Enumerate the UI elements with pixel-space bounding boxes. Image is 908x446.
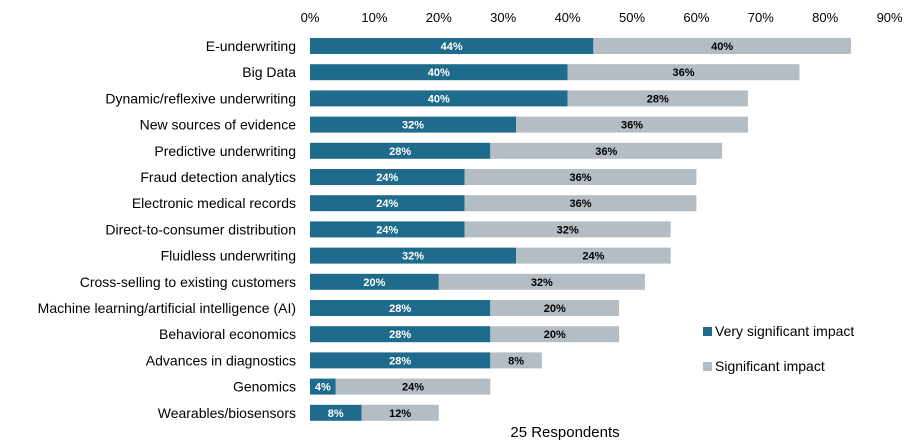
category-label: Big Data [242, 64, 296, 80]
legend-swatch [703, 362, 712, 371]
data-label: 32% [531, 277, 553, 289]
data-label: 8% [508, 355, 524, 367]
bar-significant [464, 195, 697, 212]
bar-significant [567, 90, 748, 107]
legend-swatch [703, 327, 712, 336]
category-label: Fluidless underwriting [161, 248, 296, 264]
category-label: Advances in diagnostics [146, 352, 296, 368]
category-label: Genomics [233, 379, 296, 395]
data-label: 36% [621, 120, 643, 132]
data-label: 28% [389, 146, 411, 158]
bar-very-significant [310, 273, 439, 290]
data-label: 24% [376, 224, 398, 236]
data-label: 40% [428, 67, 450, 79]
bar-very-significant [310, 300, 491, 316]
bar-significant [490, 300, 620, 316]
bar-very-significant [310, 221, 465, 238]
x-tick-label: 60% [683, 10, 709, 25]
bar-significant [361, 404, 439, 421]
category-label: E-underwriting [206, 38, 296, 54]
data-label: 40% [711, 41, 733, 53]
legend-label: Significant impact [715, 358, 825, 374]
x-tick-label: 10% [361, 10, 387, 25]
bar-very-significant [310, 378, 336, 395]
bar-significant [490, 326, 620, 343]
x-tick-label: 90% [877, 10, 903, 25]
bar-very-significant [310, 247, 517, 264]
x-tick-label: 80% [812, 10, 838, 25]
bar-very-significant [310, 195, 465, 212]
category-label: Fraud detection analytics [140, 169, 296, 185]
data-label: 12% [389, 408, 411, 420]
category-label: Electronic medical records [132, 195, 296, 211]
bar-very-significant [310, 169, 465, 185]
x-tick-label: 70% [748, 10, 774, 25]
x-tick-label: 20% [426, 10, 452, 25]
data-label: 28% [389, 329, 411, 341]
data-label: 36% [569, 172, 591, 184]
data-label: 24% [582, 251, 604, 263]
bar-significant [490, 142, 723, 159]
bar-very-significant [310, 352, 491, 369]
data-label: 24% [402, 382, 424, 394]
bar-significant [464, 169, 697, 185]
data-label: 28% [647, 93, 669, 105]
data-label: 40% [428, 93, 450, 105]
category-label: New sources of evidence [140, 117, 297, 133]
data-label: 20% [544, 329, 566, 341]
bar-very-significant [310, 326, 491, 343]
data-label: 36% [569, 198, 591, 210]
category-label: Wearables/biosensors [158, 405, 296, 421]
category-label: Machine learning/artificial intelligence… [38, 300, 296, 316]
category-label: Behavioral economics [159, 326, 296, 342]
data-label: 44% [441, 41, 463, 53]
data-label: 32% [402, 120, 424, 132]
data-label: 28% [389, 303, 411, 315]
data-labels: 44% 40% 40% 36% 40% 28% 32% 36% 28% 36% 24% 36% 24% 3… [315, 41, 733, 420]
legend-label: Very significant impact [715, 323, 854, 339]
data-label: 20% [363, 277, 385, 289]
data-label: 36% [595, 146, 617, 158]
x-tick-label: 30% [490, 10, 516, 25]
category-label: Dynamic/reflexive underwriting [105, 90, 296, 106]
data-label: 28% [389, 355, 411, 367]
bar-significant [335, 378, 491, 395]
bar-significant [490, 352, 542, 369]
data-label: 36% [673, 67, 695, 79]
data-label: 32% [402, 251, 424, 263]
bar-significant [593, 38, 851, 54]
x-tick-label: 40% [555, 10, 581, 25]
bar-very-significant [310, 38, 594, 54]
x-tick-label: 50% [619, 10, 645, 25]
bar-significant [464, 221, 671, 238]
data-label: 24% [376, 172, 398, 184]
category-label: Predictive underwriting [154, 143, 296, 159]
data-label: 20% [544, 303, 566, 315]
x-axis-ticks: 0% 10% 20% 30% 40% 50% 60% 70% 80% 90% [301, 10, 903, 25]
bars [310, 38, 851, 421]
bar-very-significant [310, 404, 362, 421]
bar-very-significant [310, 64, 568, 81]
bar-very-significant [310, 142, 491, 159]
bar-significant [516, 247, 671, 264]
respondents-caption: 25 Respondents [510, 424, 619, 441]
bar-significant [567, 64, 800, 81]
bar-significant [516, 116, 748, 133]
category-labels: E-underwriting Big Data Dynamic/reflexive … [38, 38, 297, 421]
bar-very-significant [310, 90, 568, 107]
legend: Very significant impact Significant impac… [703, 323, 854, 374]
category-label: Cross-selling to existing customers [80, 274, 296, 290]
data-label: 4% [315, 382, 331, 394]
data-label: 8% [328, 408, 344, 420]
data-label: 32% [557, 224, 579, 236]
data-label: 24% [376, 198, 398, 210]
category-label: Direct-to-consumer distribution [105, 221, 296, 237]
bar-very-significant [310, 116, 517, 133]
x-tick-label: 0% [301, 10, 320, 25]
bar-significant [438, 273, 645, 290]
